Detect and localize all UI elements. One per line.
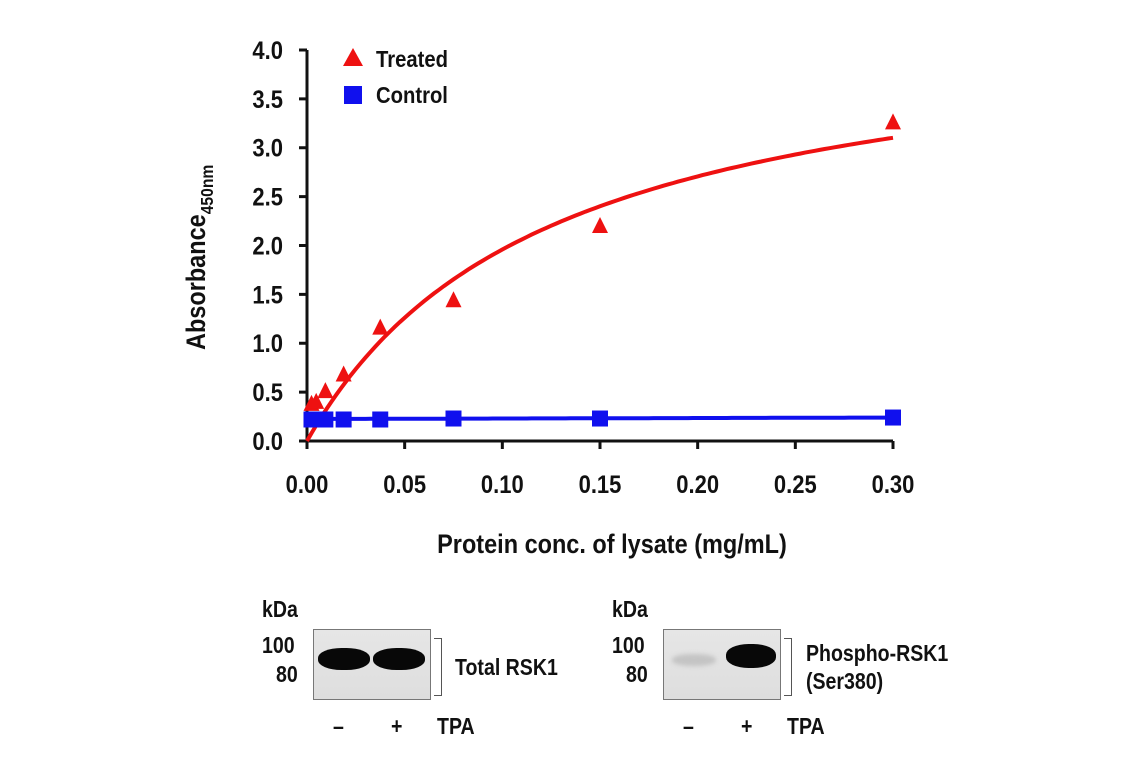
x-tick-label: 0.30 [872,471,915,499]
chart: 0.00 0.05 0.10 0.15 0.20 0.25 0.30 0.0 0.5 1.0 1.5… [182,37,915,560]
treated-data-point [317,382,334,399]
x-tick-label: 0.05 [383,471,426,499]
x-tick-label: 0.15 [579,471,622,499]
legend-treated-marker [343,48,363,66]
blot1-kda-label: kDa [262,596,298,622]
y-tick-label: 2.0 [252,232,283,260]
x-tick-label: 0.00 [286,471,329,499]
y-axis-label: Absorbance450nm [182,165,218,350]
treated-fit-curve [305,135,894,442]
blot1-marker-80: 80 [276,661,298,687]
y-tick-label: 0.0 [252,428,283,456]
x-axis-label: Protein conc. of lysate (mg/mL) [437,530,787,560]
control-data-point [335,411,352,428]
treated-data-point [308,392,325,409]
control-data-point [445,410,462,427]
y-tick-label: 3.0 [252,134,283,162]
blot2-kda-label: kDa [612,596,648,622]
blot2-image [663,629,781,700]
y-tick-label: 4.0 [252,37,283,65]
control-data-point [592,410,608,427]
blot1-bracket [434,638,442,696]
blot2-target-line1: Phospho-RSK1 [806,640,949,666]
blot2-band-lane1 [672,654,716,666]
control-data-point [317,411,334,428]
blot2-lane1-sign: – [683,713,694,739]
control-data-point [372,411,389,428]
blot1-marker-100: 100 [262,632,295,658]
blot2-lane2-sign: + [741,713,753,739]
legend-treated-label: Treated [376,46,448,73]
treated-data-point [885,113,901,130]
y-tick-label: 1.0 [252,330,283,358]
blot1-image [313,629,431,700]
treated-data-point [335,365,352,382]
blot1-band-lane1 [318,648,370,670]
control-data-point [885,409,901,426]
blot2-bracket [784,638,792,696]
legend-control-label: Control [376,82,448,109]
blot2-marker-100: 100 [612,632,645,658]
blot1-lane1-sign: – [333,713,344,739]
blot1-band-lane2 [373,648,425,670]
x-tick-label: 0.10 [481,471,524,499]
legend-control-marker [344,86,362,104]
x-tick-label: 0.25 [774,471,817,499]
y-tick-label: 1.5 [252,281,283,309]
blot1-lane2-sign: + [391,713,403,739]
blot2-band-lane2 [726,644,776,668]
blot1-target: Total RSK1 [455,654,558,680]
y-tick-label: 0.5 [252,379,283,407]
treated-data-point [445,291,462,308]
y-tick-label: 2.5 [252,183,283,211]
x-tick-label: 0.20 [676,471,719,499]
blot2-marker-80: 80 [626,661,648,687]
y-tick-label: 3.5 [252,86,283,114]
y-axis-label-sub: 450nm [197,165,217,215]
treated-data-point [592,216,608,233]
treated-data-point [372,318,389,335]
y-axis-label-main: Absorbance [182,214,212,350]
blot2-treatment: TPA [787,713,825,739]
blot2-target-line2: (Ser380) [806,668,884,694]
blot1-treatment: TPA [437,713,475,739]
